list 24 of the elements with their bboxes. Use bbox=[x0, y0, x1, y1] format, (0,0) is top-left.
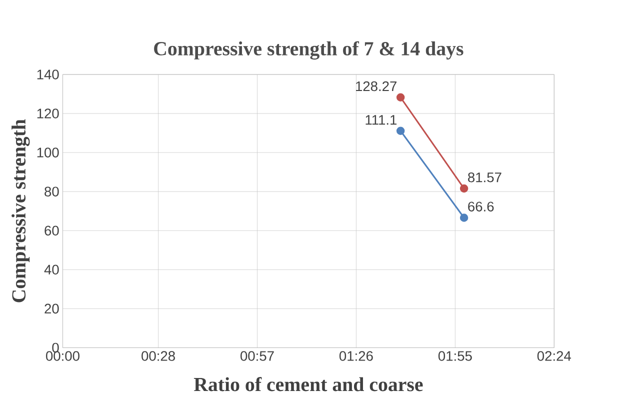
y-tick-label: 100 bbox=[37, 147, 59, 158]
y-tick-label: 120 bbox=[37, 108, 59, 118]
x-tick-label: 00:28 bbox=[142, 350, 175, 361]
y-axis-title: Compressive strength bbox=[12, 119, 30, 302]
y-tick-label: 40 bbox=[44, 264, 59, 274]
data-label: 66.6 bbox=[468, 201, 494, 212]
point bbox=[460, 213, 468, 222]
x-tick-label: 00:00 bbox=[46, 350, 80, 361]
x-tick-label: 01:55 bbox=[438, 350, 472, 361]
data-label: 81.57 bbox=[468, 172, 502, 182]
x-tick-label: 01:26 bbox=[339, 350, 373, 361]
y-tick-label: 20 bbox=[44, 304, 59, 314]
x-axis-title: Ratio of cement and coarse bbox=[194, 376, 423, 392]
y-tick-label: 140 bbox=[37, 69, 59, 80]
chart-title: Compressive strength of 7 & 14 days bbox=[154, 41, 464, 60]
point bbox=[396, 93, 405, 102]
point bbox=[396, 126, 405, 135]
data-label: 111.1 bbox=[366, 114, 397, 124]
y-tick-label: 80 bbox=[44, 186, 59, 196]
y-tick-label: 60 bbox=[44, 226, 59, 236]
x-tick-label: 02:24 bbox=[537, 350, 571, 361]
x-tick-label: 00:57 bbox=[240, 350, 274, 361]
point bbox=[460, 184, 468, 192]
data-label: 128.27 bbox=[356, 81, 396, 91]
